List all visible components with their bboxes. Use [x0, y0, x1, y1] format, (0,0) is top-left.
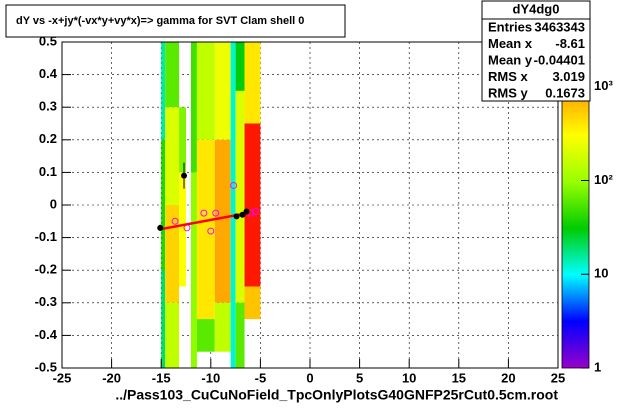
heatmap-cell — [161, 270, 166, 368]
profile-point — [157, 224, 164, 231]
heatmap-cell — [161, 139, 166, 271]
heatmap-cell — [179, 172, 186, 287]
y-tick-label: -0.5 — [35, 359, 57, 374]
stats-title: dY4dg0 — [513, 1, 560, 16]
heatmap-cell — [214, 139, 231, 303]
y-tick-label: 0.3 — [39, 99, 57, 114]
y-tick-label: 0.4 — [39, 66, 58, 81]
stats-value: 3.019 — [552, 69, 585, 84]
x-tick-label: 5 — [356, 370, 363, 385]
open-marker — [251, 208, 259, 216]
heatmap-cell — [244, 123, 261, 287]
open-marker — [230, 181, 238, 189]
y-tick-label: 0.2 — [39, 131, 57, 146]
heatmap-cell — [190, 172, 197, 368]
heatmap-cell — [235, 42, 245, 91]
z-tick-label: 10 — [594, 266, 608, 281]
heatmap-cell — [165, 302, 180, 368]
fit-line — [158, 211, 248, 231]
heatmap-cell — [165, 107, 180, 205]
stats-label: Mean x — [488, 36, 533, 51]
heatmap-cell — [235, 90, 245, 303]
y-tick-label: -0.2 — [35, 262, 57, 277]
heatmap-cell — [214, 302, 231, 352]
stats-value: 0.1673 — [545, 85, 585, 100]
y-tick-label: 0 — [50, 196, 57, 211]
chart-title: dY vs -x+jy*(-vx*y+vy*x)=> gamma for SVT… — [16, 15, 304, 27]
heatmap-cell — [244, 286, 261, 320]
x-tick-label: -20 — [102, 370, 121, 385]
title-box — [5, 4, 346, 38]
stats-label: Entries — [488, 19, 532, 34]
heatmap-cell — [179, 107, 186, 173]
stats-label: RMS y — [488, 85, 529, 100]
x-tick-label: -15 — [152, 370, 171, 385]
heatmap-cell — [161, 42, 166, 140]
x-tick-label: 15 — [452, 370, 466, 385]
profile-point — [239, 211, 246, 218]
heatmap-cell — [190, 42, 197, 173]
heatmap-cell — [244, 42, 261, 124]
y-tick-label: -0.1 — [35, 229, 57, 244]
heatmap-cell — [196, 42, 215, 140]
heatmap-cell — [165, 205, 180, 303]
profile-point — [233, 213, 240, 220]
profile-point — [243, 208, 250, 215]
stats-box — [481, 0, 591, 102]
stats-label: Mean y — [488, 52, 533, 67]
z-tick-label: 1 — [594, 359, 601, 374]
x-axis-label: ../Pass103_CuCuNoField_TpcOnlyPlotsG40GN… — [115, 387, 558, 403]
open-marker — [200, 209, 208, 217]
heatmap-cell — [196, 139, 215, 320]
y-tick-label: 0.1 — [39, 164, 57, 179]
x-tick-label: -5 — [255, 370, 267, 385]
heatmap-cell — [230, 42, 236, 368]
y-tick-label: -0.4 — [35, 327, 58, 342]
x-tick-label: -10 — [201, 370, 220, 385]
heatmap-cell — [235, 302, 245, 368]
stats-value: -8.61 — [555, 36, 585, 51]
x-tick-label: 20 — [501, 370, 515, 385]
stats-value: -0.04401 — [534, 52, 585, 67]
heatmap-cell — [165, 42, 180, 108]
x-tick-label: -25 — [53, 370, 72, 385]
x-tick-label: 10 — [402, 370, 416, 385]
x-tick-label: 25 — [551, 370, 565, 385]
stats-value: 3463343 — [534, 19, 585, 34]
y-tick-label: -0.3 — [35, 294, 57, 309]
stats-label: RMS x — [488, 69, 529, 84]
open-marker — [212, 209, 220, 217]
heatmap-cell — [214, 42, 231, 140]
open-marker — [207, 227, 215, 235]
x-tick-label: 0 — [306, 370, 313, 385]
heatmap-cell — [196, 319, 215, 352]
z-tick-label: 10² — [594, 172, 613, 187]
open-marker — [171, 217, 179, 225]
z-tick-label: 10³ — [594, 78, 613, 93]
profile-point — [181, 172, 188, 179]
